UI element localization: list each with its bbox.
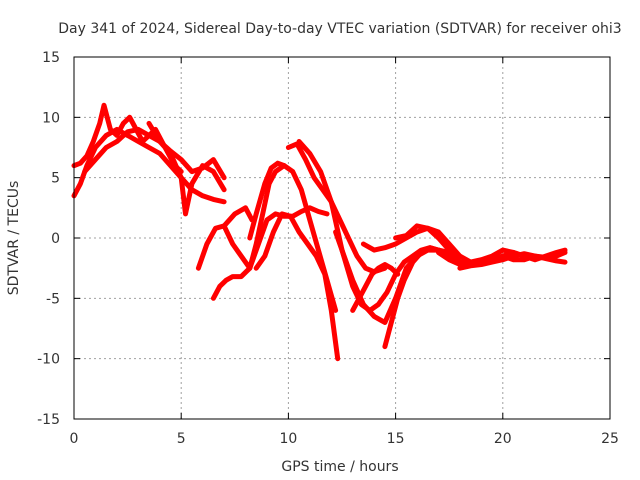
satellite-track-8 (253, 211, 341, 362)
satellite-track-13 (350, 262, 401, 313)
x-tick-label: 5 (177, 431, 186, 447)
y-axis-label: SDTVAR / TECUs (6, 181, 22, 296)
x-tick-label: 20 (494, 431, 512, 447)
plot-frame (73, 56, 611, 420)
satellite-track-7 (221, 163, 339, 313)
x-axis-label: GPS time / hours (281, 459, 398, 475)
satellite-track-18 (457, 250, 568, 271)
y-tick-label: -15 (37, 412, 60, 428)
grid (74, 57, 610, 419)
satellite-track-2 (71, 126, 227, 205)
y-tick-label: 0 (51, 231, 60, 247)
x-tick-label: 15 (387, 431, 405, 447)
x-tick-label: 25 (601, 431, 619, 447)
series-group (71, 102, 568, 362)
chart-title: Day 341 of 2024, Sidereal Day-to-day VTE… (58, 21, 621, 37)
satellite-track-9 (247, 160, 287, 241)
satellite-track-14 (382, 245, 474, 350)
x-tick-label: 10 (279, 431, 297, 447)
y-tick-label: -5 (46, 291, 60, 307)
satellite-track-4 (146, 120, 227, 217)
x-tick-label: 0 (70, 431, 79, 447)
y-tick-label: -10 (37, 352, 60, 368)
axes: 0 5 10 15 20 25 -15 -10 -5 0 5 10 15 (37, 50, 619, 447)
y-tick-label: 15 (42, 50, 60, 66)
y-tick-label: 10 (42, 110, 60, 126)
y-tick-label: 5 (51, 171, 60, 187)
satellite-track-10 (285, 141, 388, 275)
